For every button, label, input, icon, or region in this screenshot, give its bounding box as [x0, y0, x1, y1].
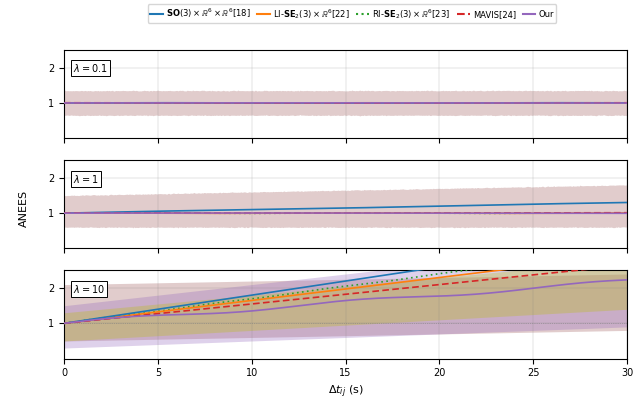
Text: $\lambda=10$: $\lambda=10$: [74, 283, 105, 295]
Text: $\lambda=0.1$: $\lambda=0.1$: [74, 63, 108, 74]
Legend: $\mathbf{SO}(3)\times\mathbb{R}^6\times\mathbb{R}^6$[18], LI-$\mathbf{SE}_2(3)\t: $\mathbf{SO}(3)\times\mathbb{R}^6\times\…: [147, 4, 557, 23]
Text: ANEES: ANEES: [19, 190, 29, 227]
Text: $\lambda=1$: $\lambda=1$: [74, 173, 99, 185]
X-axis label: $\Delta t_{ij}$ (s): $\Delta t_{ij}$ (s): [328, 384, 364, 400]
